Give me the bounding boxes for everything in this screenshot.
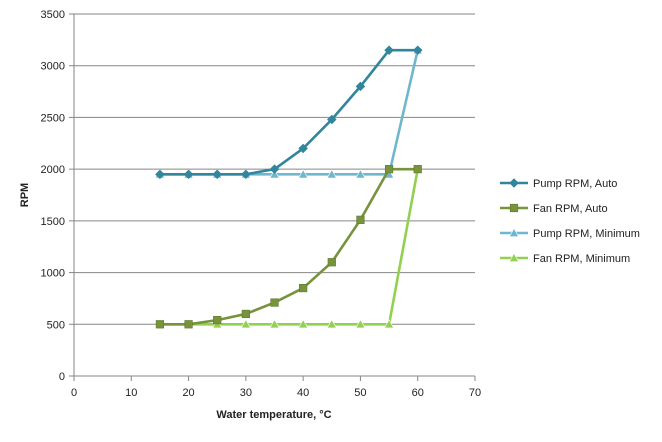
y-tick-label: 500 bbox=[47, 319, 65, 331]
data-point-marker bbox=[269, 164, 280, 174]
data-point-marker bbox=[184, 320, 193, 329]
data-point-marker bbox=[327, 258, 336, 267]
data-point-marker bbox=[298, 319, 309, 329]
data-point-marker bbox=[326, 114, 337, 125]
series-group bbox=[154, 44, 423, 329]
legend-swatch-marker bbox=[508, 227, 520, 237]
legend-item: Pump RPM, Auto bbox=[500, 178, 617, 190]
data-point-marker bbox=[413, 165, 422, 174]
x-tick-label: 10 bbox=[125, 387, 137, 399]
y-tick-label: 1000 bbox=[41, 268, 65, 280]
y-axis-title: RPM bbox=[19, 183, 31, 207]
x-tick-label: 20 bbox=[182, 387, 194, 399]
x-tick-label: 40 bbox=[297, 387, 309, 399]
series-line bbox=[159, 49, 419, 176]
data-point-marker bbox=[384, 165, 394, 174]
data-point-marker bbox=[212, 169, 223, 180]
data-point-marker bbox=[355, 81, 366, 92]
data-point-marker bbox=[155, 320, 165, 329]
data-point-marker bbox=[270, 298, 279, 307]
x-tick-label: 50 bbox=[354, 387, 366, 399]
legend-label: Fan RPM, Auto bbox=[533, 203, 608, 215]
data-point-marker bbox=[412, 45, 423, 56]
data-point-marker bbox=[355, 169, 366, 179]
data-point-marker bbox=[183, 169, 194, 180]
series-1 bbox=[155, 165, 422, 329]
data-point-marker bbox=[355, 319, 366, 329]
legend-label: Fan RPM, Minimum bbox=[533, 253, 630, 265]
data-point-marker bbox=[241, 309, 250, 319]
data-point-marker bbox=[383, 319, 395, 329]
legend-swatch-marker bbox=[509, 178, 519, 188]
legend-item: Fan RPM, Minimum bbox=[500, 252, 630, 265]
data-point-marker bbox=[240, 319, 251, 329]
y-tick-label: 3000 bbox=[41, 61, 65, 73]
data-point-marker bbox=[299, 283, 308, 293]
x-axis-title: Water temperature, °C bbox=[216, 409, 331, 421]
legend-item: Pump RPM, Minimum bbox=[500, 227, 640, 240]
legend-swatch-marker bbox=[508, 252, 520, 262]
series-line bbox=[159, 167, 418, 326]
x-tick-label: 0 bbox=[71, 387, 77, 399]
x-tick-label: 30 bbox=[240, 387, 252, 399]
y-tick-label: 0 bbox=[59, 371, 65, 383]
series-0 bbox=[155, 45, 423, 180]
data-point-marker bbox=[269, 319, 280, 329]
data-point-marker bbox=[356, 215, 365, 224]
y-tick-label: 2500 bbox=[41, 112, 65, 124]
legend: Pump RPM, Auto Fan RPM, Auto Pump RPM, Min… bbox=[500, 178, 640, 265]
legend-label: Pump RPM, Minimum bbox=[533, 228, 640, 240]
gridlines bbox=[74, 13, 475, 325]
data-point-marker bbox=[298, 169, 309, 179]
series-3 bbox=[154, 163, 423, 329]
y-tick-label: 3500 bbox=[41, 9, 65, 21]
axes: 0 500 1000 1500 2000 2500 3000 3500 0 10 20 30 40 50 6… bbox=[41, 9, 482, 399]
series-line bbox=[159, 48, 418, 176]
y-tick-label: 2000 bbox=[41, 164, 65, 176]
legend-item: Fan RPM, Auto bbox=[500, 203, 608, 215]
legend-label: Pump RPM, Auto bbox=[533, 178, 617, 190]
data-point-marker bbox=[213, 316, 222, 325]
data-point-marker bbox=[326, 169, 337, 179]
data-point-marker bbox=[155, 169, 165, 180]
data-point-marker bbox=[326, 319, 337, 329]
data-point-marker bbox=[298, 143, 308, 154]
legend-swatch-marker bbox=[509, 203, 519, 213]
y-tick-label: 1500 bbox=[41, 216, 65, 228]
data-point-marker bbox=[241, 169, 251, 180]
x-tick-label: 60 bbox=[412, 387, 424, 399]
data-point-marker bbox=[384, 45, 394, 56]
x-tick-label: 70 bbox=[469, 387, 481, 399]
series-line bbox=[159, 168, 419, 326]
